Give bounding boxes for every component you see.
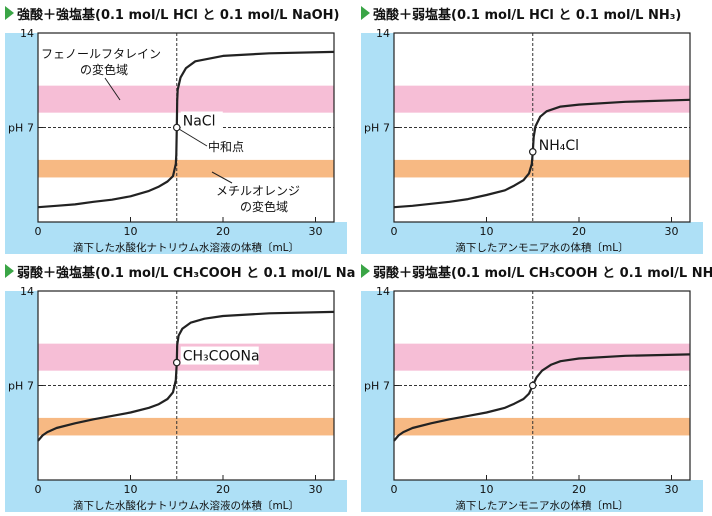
y-tick-label: 7	[383, 122, 390, 135]
x-tick-label: 10	[124, 225, 138, 238]
x-tick-label: 0	[35, 483, 42, 496]
methyl-orange-band	[38, 417, 334, 436]
titration-curve	[37, 310, 335, 442]
x-tick-label: 0	[391, 225, 398, 238]
axis-panel-bottom	[361, 480, 703, 512]
chart-panel-weak-acid-weak-base: 弱酸＋弱塩基(0.1 mol/L CH₃COOH と 0.1 mol/L NH₃…	[356, 258, 712, 516]
x-tick-label: 0	[35, 225, 42, 238]
phenolphthalein-annotation: フェノールフタレイン	[41, 47, 161, 61]
axis-panel-left	[361, 291, 394, 512]
header-arrow-icon	[5, 6, 14, 20]
methyl-orange-band	[394, 417, 690, 436]
x-tick-label: 20	[216, 225, 230, 238]
x-tick-label: 30	[665, 225, 679, 238]
axis-panel-bottom	[361, 222, 703, 254]
x-tick-label: 0	[391, 483, 398, 496]
x-tick-label: 20	[216, 483, 230, 496]
y-tick-label: 14	[20, 285, 34, 298]
titration-curve	[37, 50, 335, 209]
chart-panel-weak-acid-strong-base: 弱酸＋強塩基(0.1 mol/L CH₃COOH と 0.1 mol/L NaO…	[0, 258, 356, 516]
x-tick-label: 20	[572, 225, 586, 238]
axis-panel-bottom	[5, 480, 347, 512]
x-axis-label: 滴下した水酸化ナトリウム水溶液の体積〔mL〕	[73, 241, 299, 254]
axis-panel-left	[5, 291, 38, 512]
equivalence-point-marker	[172, 358, 181, 367]
salt-label: NaCl	[183, 114, 216, 130]
chart-panel-strong-acid-strong-base: 強酸＋強塩基(0.1 mol/L HCl と 0.1 mol/L NaOH) 7 1…	[0, 0, 356, 258]
axis-panel-left	[5, 33, 38, 254]
equivalence-point-marker	[528, 148, 537, 156]
equivalence-point-marker	[172, 123, 181, 132]
y-axis-label: pH	[8, 122, 23, 135]
header-arrow-icon	[5, 264, 14, 278]
equivalence-point-marker	[528, 381, 537, 390]
salt-label-bg	[180, 346, 259, 365]
titration-curve	[393, 98, 691, 209]
methyl-orange-annotation-line2: の変色域	[240, 199, 288, 214]
y-axis-label: pH	[364, 380, 379, 393]
methyl-orange-leader-line	[211, 171, 233, 184]
y-axis-label: pH	[8, 380, 23, 393]
chart-svg: 弱酸＋強塩基(0.1 mol/L CH₃COOH と 0.1 mol/L NaO…	[5, 264, 356, 512]
chart-title: 強酸＋弱塩基(0.1 mol/L HCl と 0.1 mol/L NH₃)	[373, 7, 681, 23]
y-tick-label: 14	[376, 27, 390, 40]
header-arrow-icon	[361, 264, 370, 278]
chart-panel-strong-acid-weak-base: 強酸＋弱塩基(0.1 mol/L HCl と 0.1 mol/L NH₃) 7 14…	[356, 0, 712, 258]
y-tick-label: 7	[27, 380, 34, 393]
methyl-orange-band	[394, 159, 690, 178]
chart-title: 弱酸＋強塩基(0.1 mol/L CH₃COOH と 0.1 mol/L NaO…	[17, 265, 356, 281]
chart-svg: 弱酸＋弱塩基(0.1 mol/L CH₃COOH と 0.1 mol/L NH₃…	[361, 264, 712, 512]
phenolphthalein-leader-line	[104, 77, 121, 101]
x-axis-label: 滴下したアンモニア水の体積〔mL〕	[455, 241, 628, 254]
neutralization-point-annotation: 中和点	[208, 139, 244, 154]
phenolphthalein-band	[394, 343, 690, 371]
phenolphthalein-band	[394, 85, 690, 113]
x-tick-label: 10	[124, 483, 138, 496]
phenolphthalein-band	[38, 85, 334, 113]
salt-label: NH₄Cl	[539, 138, 579, 154]
x-axis-label: 滴下したアンモニア水の体積〔mL〕	[455, 499, 628, 512]
methyl-orange-band	[38, 159, 334, 178]
chart-title: 強酸＋強塩基(0.1 mol/L HCl と 0.1 mol/L NaOH)	[17, 7, 340, 23]
x-axis-label: 滴下した水酸化ナトリウム水溶液の体積〔mL〕	[73, 499, 299, 512]
axis-panel-left	[361, 33, 394, 254]
x-tick-label: 30	[309, 483, 323, 496]
phenolphthalein-annotation-line2: の変色域	[80, 62, 128, 77]
titration-curve	[393, 353, 691, 442]
x-tick-label: 10	[480, 225, 494, 238]
neutralization-leader-line	[179, 129, 208, 147]
chart-title: 弱酸＋弱塩基(0.1 mol/L CH₃COOH と 0.1 mol/L NH₃…	[373, 265, 712, 281]
chart-svg: 強酸＋弱塩基(0.1 mol/L HCl と 0.1 mol/L NH₃) 7 14…	[361, 6, 703, 254]
header-arrow-icon	[361, 6, 370, 20]
salt-label: CH₃COONa	[183, 349, 260, 365]
chart-svg: 強酸＋強塩基(0.1 mol/L HCl と 0.1 mol/L NaOH) 7 1…	[5, 6, 347, 254]
y-tick-label: 14	[376, 285, 390, 298]
y-tick-label: 7	[383, 380, 390, 393]
x-tick-label: 20	[572, 483, 586, 496]
salt-label-bg	[180, 111, 223, 130]
x-tick-label: 30	[665, 483, 679, 496]
x-tick-label: 30	[309, 225, 323, 238]
y-axis-label: pH	[364, 122, 379, 135]
salt-label-bg	[536, 135, 588, 154]
axis-panel-bottom	[5, 222, 347, 254]
methyl-orange-annotation: メチルオレンジ	[216, 184, 300, 198]
y-tick-label: 14	[20, 27, 34, 40]
x-tick-label: 10	[480, 483, 494, 496]
y-tick-label: 7	[27, 122, 34, 135]
